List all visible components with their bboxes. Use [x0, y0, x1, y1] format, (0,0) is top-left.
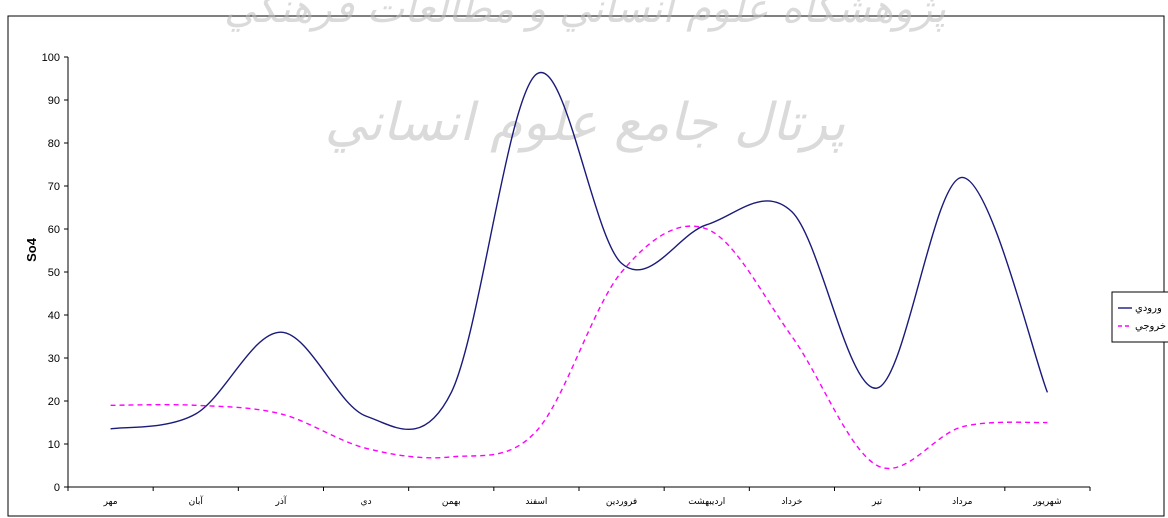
- y-tick-label: 80: [48, 138, 60, 150]
- y-tick-label: 40: [48, 310, 60, 322]
- y-tick-label: 50: [48, 267, 60, 279]
- axes: 0 10 20 30 40 50 60 70 80 90 100 مهر آبان آذر دي بهمن اس…: [42, 52, 1091, 507]
- y-tick-label: 20: [48, 396, 60, 408]
- x-tick-label: خرداد: [781, 497, 802, 507]
- series-layer: [110, 71, 1049, 469]
- y-axis-title: So4: [24, 237, 39, 262]
- x-tick-label: دي: [361, 497, 372, 507]
- x-tick-label: شهريور: [1032, 497, 1061, 507]
- x-tick-label: فروردين: [606, 497, 637, 507]
- series-line-1: [110, 71, 1049, 431]
- x-tick-label: بهمن: [442, 497, 461, 507]
- legend: ورودي خروجي: [1111, 291, 1168, 343]
- watermark-line1: پژوهشگاه علوم انساني و مطالعات فرهنگي: [224, 0, 946, 32]
- y-tick-label: 0: [54, 482, 60, 494]
- x-tick-label: ارديبهشت: [688, 497, 725, 507]
- x-tick-label: تير: [871, 497, 883, 507]
- legend-box: [1111, 291, 1168, 343]
- y-tick-label: 60: [48, 224, 60, 236]
- legend-label-series-2: خروجي: [1135, 321, 1166, 332]
- legend-label-series-1: ورودي: [1135, 303, 1162, 314]
- y-tick-label: 100: [42, 52, 60, 64]
- x-tick-label: مرداد: [952, 497, 972, 507]
- x-tick-label: مهر: [103, 497, 118, 507]
- watermark-line2: پرتال جامع علوم انساني: [325, 93, 846, 153]
- y-tick-label: 30: [48, 353, 60, 365]
- x-tick-label: آبان: [189, 495, 204, 507]
- watermark: پژوهشگاه علوم انساني و مطالعات فرهنگي پر…: [224, 0, 946, 153]
- chart-area-border: [7, 15, 1165, 517]
- y-tick-label: 10: [48, 439, 60, 451]
- series-line-2: [110, 225, 1048, 469]
- x-tick-label: اسفند: [525, 497, 547, 507]
- y-tick-label: 90: [48, 95, 60, 107]
- x-tick-label: آذر: [274, 495, 286, 507]
- y-tick-label: 70: [48, 181, 60, 193]
